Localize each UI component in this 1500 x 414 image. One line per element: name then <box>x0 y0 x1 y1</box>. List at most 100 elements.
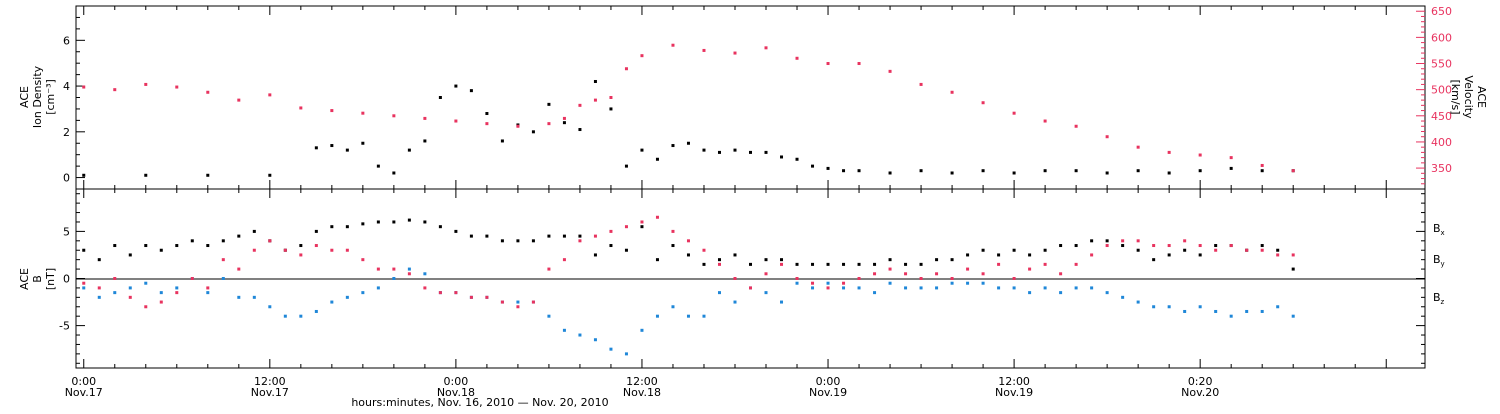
data-point-density <box>578 128 582 132</box>
data-point-density <box>423 139 427 143</box>
bfield-axis-title-line3: [nT] <box>44 268 57 290</box>
data-point-By <box>82 286 86 290</box>
data-point-density <box>454 84 458 88</box>
legend-bz-sub: z <box>1441 298 1445 306</box>
data-point-Bz <box>128 295 132 299</box>
bfield-axis-title-line1: ACE <box>18 268 31 290</box>
data-point-Bz <box>749 286 752 290</box>
data-point-Bx <box>516 239 520 243</box>
data-point-By <box>516 300 520 304</box>
data-point-velocity <box>919 82 923 86</box>
data-point-Bz <box>1198 244 1202 248</box>
data-point-velocity <box>1291 169 1295 173</box>
velocity-y-tick-label: 400 <box>1431 136 1452 149</box>
density-y-tick-label: 2 <box>63 126 70 139</box>
data-point-density <box>361 141 365 145</box>
data-point-Bz <box>407 272 411 276</box>
data-point-Bx <box>314 229 318 233</box>
data-point-Bz <box>640 220 644 224</box>
data-point-density <box>82 173 86 177</box>
data-point-density <box>1198 169 1202 173</box>
data-point-By <box>1012 286 1016 290</box>
legend-bz-base: B <box>1433 291 1441 304</box>
density-y-tick-label: 0 <box>63 172 70 185</box>
data-point-Bz <box>423 286 427 290</box>
density-axis-title-line3: [cm⁻³] <box>44 79 57 115</box>
data-point-Bx <box>237 234 241 238</box>
x-tick-label-time: 0:00 <box>71 375 96 388</box>
legend-by-sub: y <box>1441 260 1445 268</box>
data-point-density <box>531 130 535 134</box>
data-point-By <box>113 291 117 295</box>
data-point-Bx <box>795 262 799 266</box>
data-point-By <box>593 338 597 342</box>
data-point-velocity <box>764 46 768 50</box>
data-point-Bz <box>1214 248 1218 252</box>
data-point-By <box>283 314 287 318</box>
data-point-Bz <box>624 225 628 229</box>
data-point-density <box>857 169 861 173</box>
x-tick-label-time: 0:00 <box>816 375 841 388</box>
marks-layer <box>82 43 1295 356</box>
data-point-By <box>811 286 815 290</box>
data-point-Bz <box>966 267 970 271</box>
data-point-Bz <box>1291 253 1295 257</box>
x-tick-label-date: Nov.18 <box>437 386 475 399</box>
data-point-Bz <box>593 234 597 238</box>
data-point-Bx <box>159 248 163 252</box>
data-point-Bz <box>1167 244 1171 248</box>
velocity-axis-title-line3: [km/s] <box>1449 79 1462 114</box>
data-point-density <box>749 150 752 154</box>
data-point-By <box>702 314 706 318</box>
data-point-velocity <box>206 90 210 94</box>
data-point-Bx <box>950 258 954 262</box>
data-point-Bz <box>717 262 721 266</box>
data-point-density <box>624 164 628 168</box>
data-point-Bx <box>702 262 706 266</box>
data-point-velocity <box>113 88 117 92</box>
data-point-Bx <box>671 244 675 248</box>
data-point-Bz <box>376 267 380 271</box>
data-point-By <box>562 328 566 332</box>
data-point-Bz <box>795 277 799 280</box>
data-point-density <box>1136 169 1140 173</box>
data-point-Bx <box>981 248 985 252</box>
ticks-layer: 0:00Nov.1712:00Nov.170:00Nov.1812:00Nov.… <box>59 5 1452 399</box>
legend-bx: Bx <box>1433 222 1445 237</box>
data-point-By <box>252 295 256 299</box>
data-point-Bz <box>190 277 194 280</box>
data-point-velocity <box>795 56 799 60</box>
data-point-density <box>345 148 349 152</box>
data-point-Bz <box>609 229 613 233</box>
data-point-Bx <box>935 258 939 262</box>
data-point-density <box>547 102 551 106</box>
data-point-Bx <box>562 234 566 238</box>
data-point-velocity <box>1043 119 1047 123</box>
data-point-By <box>950 281 954 285</box>
data-point-Bz <box>1229 244 1233 248</box>
data-point-By <box>1167 305 1171 309</box>
data-point-Bz <box>392 267 396 271</box>
data-point-Bx <box>221 239 225 243</box>
velocity-axis-title-line2: Velocity <box>1462 75 1475 119</box>
data-point-Bx <box>842 262 846 266</box>
data-point-By <box>128 286 132 290</box>
velocity-y-tick-label: 450 <box>1431 110 1452 123</box>
data-point-Bx <box>82 248 86 252</box>
data-point-Bx <box>454 229 458 233</box>
x-tick-label-date: Nov.17 <box>65 386 103 399</box>
data-point-velocity <box>1260 163 1264 167</box>
data-point-density <box>593 79 597 83</box>
data-point-Bx <box>330 225 334 229</box>
data-point-velocity <box>1012 111 1016 115</box>
data-point-Bz <box>686 239 690 243</box>
data-point-Bz <box>562 258 566 262</box>
x-axis-title: hours:minutes, Nov. 16, 2010 — Nov. 20, … <box>351 396 608 409</box>
data-point-Bz <box>1136 239 1140 243</box>
data-point-Bx <box>733 253 737 257</box>
data-point-velocity <box>950 90 954 94</box>
data-point-By <box>795 281 799 285</box>
data-point-Bx <box>686 253 690 257</box>
data-point-density <box>438 96 442 99</box>
